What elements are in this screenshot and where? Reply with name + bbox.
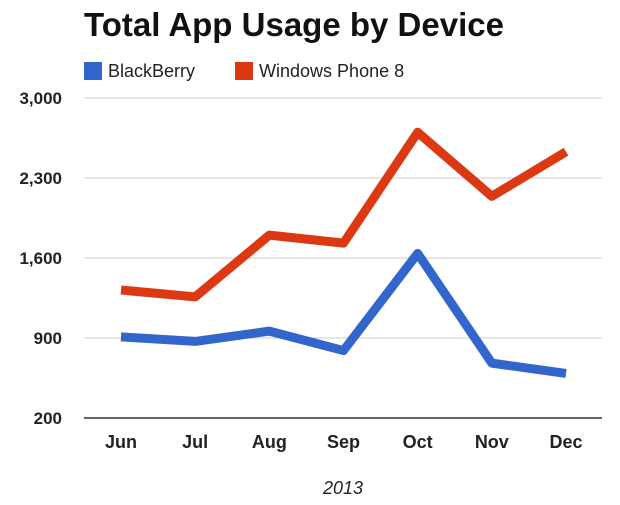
legend-item-blackberry[interactable]: BlackBerry [84,61,195,82]
x-tick-label-sep: Sep [327,432,360,452]
series-lines [120,127,569,378]
chart-title: Total App Usage by Device [84,6,504,43]
series-line-blackberry[interactable] [120,248,567,378]
x-tick-label-jul: Jul [182,432,208,452]
y-tick-label: 3,000 [19,89,62,108]
legend-swatch-windows-phone-8 [235,62,254,80]
legend-label-windows-phone-8: Windows Phone 8 [259,60,405,81]
y-tick-label: 200 [34,409,62,428]
series-line-windows-phone-8[interactable] [120,127,569,302]
y-tick-label: 1,600 [19,249,62,268]
x-axis: Jun Jul Aug Sep Oct Nov Dec [105,432,583,452]
x-tick-label-oct: Oct [403,432,433,452]
legend-item-windows-phone-8[interactable]: Windows Phone 8 [235,61,404,82]
x-axis-title: 2013 [322,478,363,498]
legend: BlackBerry Windows Phone 8 [84,60,444,82]
x-tick-label-dec: Dec [549,432,582,452]
y-tick-label: 900 [34,329,62,348]
x-tick-label-aug: Aug [252,432,287,452]
legend-label-blackberry: BlackBerry [108,60,196,81]
y-axis: 200 900 1,600 2,300 3,000 [19,89,62,428]
legend-swatch-blackberry [84,62,102,80]
y-tick-label: 2,300 [19,169,62,188]
x-tick-label-jun: Jun [105,432,137,452]
x-tick-label-nov: Nov [475,432,509,452]
